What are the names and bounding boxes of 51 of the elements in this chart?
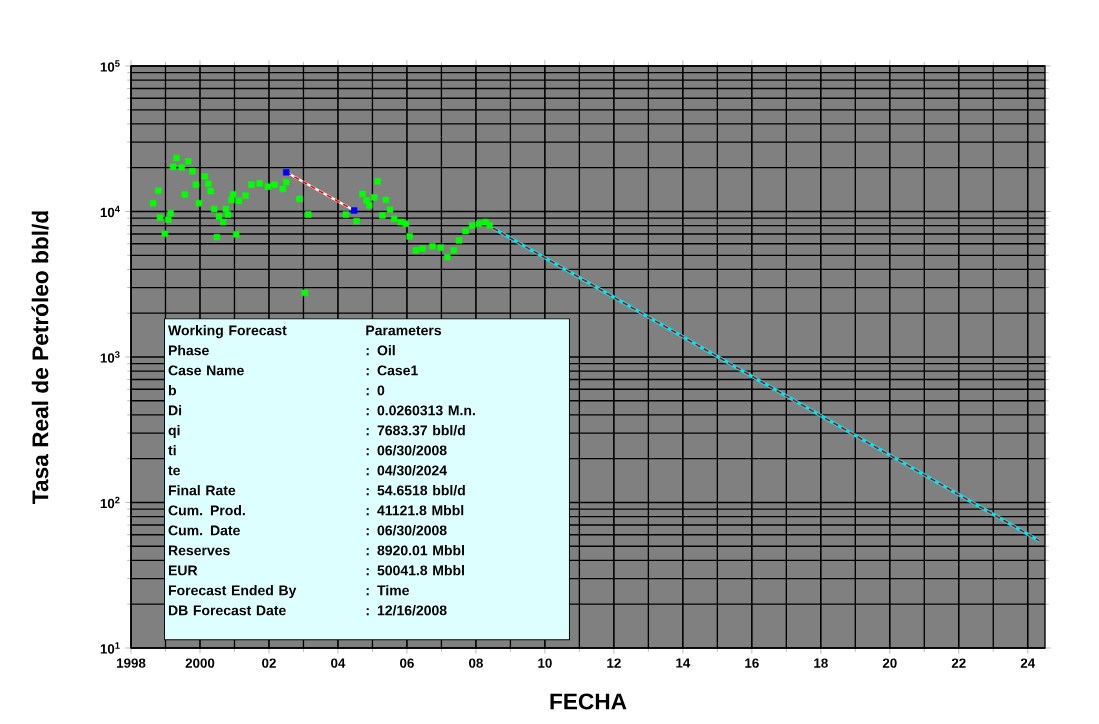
x-tick-label: 24 xyxy=(1020,658,1036,668)
annotation: EUR xyxy=(168,565,198,576)
x-tick-label: 1998 xyxy=(117,658,146,668)
annotation: b xyxy=(168,385,177,396)
annotation: Reserves xyxy=(168,545,230,556)
x-tick-label: 04 xyxy=(331,658,346,668)
x-tick-label: 18 xyxy=(814,658,828,668)
y-tick-label: 10$^{4}$ xyxy=(100,205,120,218)
x-tick-label: 08 xyxy=(469,658,483,668)
annotation: : 12/16/2008 xyxy=(366,605,447,616)
annotation: Di xyxy=(168,405,182,416)
annotation: : 54.6518 bbl/d xyxy=(366,485,465,496)
x-tick-label: 06 xyxy=(400,658,414,668)
annotation: : 06/30/2008 xyxy=(366,445,447,456)
x-tick-label: 14 xyxy=(676,658,691,668)
x-tick-label: 20 xyxy=(882,658,897,668)
annotation: Final Rate xyxy=(168,485,236,496)
annotation: qi xyxy=(168,425,180,439)
annotation: : 06/30/2008 xyxy=(366,525,447,536)
annotation: : 7683.37 bbl/d xyxy=(366,425,465,436)
x-tick-label: 22 xyxy=(951,658,966,668)
y-tick-label: 10$^{3}$ xyxy=(100,351,120,363)
x-axis-title: FECHA xyxy=(550,693,627,710)
annotation: : 41121.8 Mbbl xyxy=(366,505,464,516)
annotation: Working Forecast xyxy=(168,325,287,339)
x-tick-label: 10 xyxy=(538,658,552,668)
annotation: te xyxy=(168,466,180,476)
annotation: Case Name xyxy=(168,365,244,376)
annotation: DB Forecast Date xyxy=(168,605,286,616)
x-tick-label: 02 xyxy=(262,658,276,668)
annotation: Cum. Prod. xyxy=(168,505,245,516)
annotation: Forecast Ended By xyxy=(168,585,297,599)
annotation: : 8920.01 Mbbl xyxy=(366,545,464,556)
x-tick-label: 16 xyxy=(745,658,759,668)
x-tick-label: 12 xyxy=(607,658,621,668)
annotation: : Oil xyxy=(366,345,395,356)
annotation: ti xyxy=(168,445,176,456)
y-tick-label: 10$^{2}$ xyxy=(100,496,120,509)
annotation: : 04/30/2024 xyxy=(366,465,447,476)
annotation: : Time xyxy=(366,585,409,596)
annotation: Phase xyxy=(168,345,209,356)
y-axis-title: Tasa Real de Petróleo bbl/d xyxy=(31,211,49,504)
annotation: : 50041.8 Mbbl xyxy=(366,565,464,576)
annotation: Cum. Date xyxy=(168,525,240,536)
annotation: : 0 xyxy=(366,385,385,396)
annotation: Parameters xyxy=(366,325,442,336)
annotation: : 0.0260313 M.n. xyxy=(366,405,475,416)
annotation: : Case1 xyxy=(366,365,418,376)
y-tick-label: 10$^{5}$ xyxy=(100,60,120,72)
y-tick-label: 10$^{1}$ xyxy=(100,642,120,654)
x-tick-label: 2000 xyxy=(185,658,215,668)
